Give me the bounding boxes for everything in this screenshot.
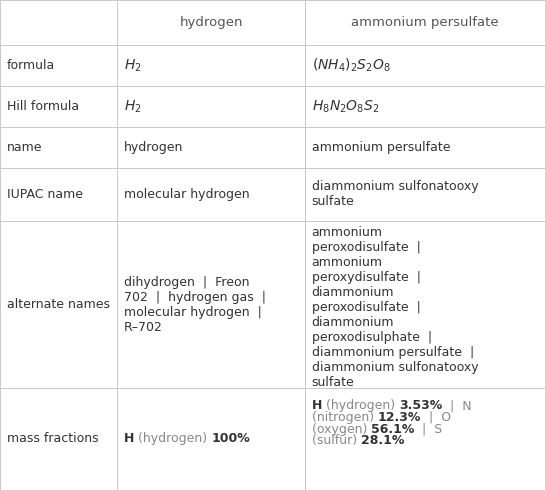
Text: H: H [124, 433, 134, 445]
Text: mass fractions: mass fractions [7, 433, 98, 445]
Text: alternate names: alternate names [7, 298, 110, 311]
Text: ammonium persulfate: ammonium persulfate [312, 141, 450, 154]
Text: (hydrogen): (hydrogen) [322, 399, 399, 412]
Text: (nitrogen): (nitrogen) [312, 411, 378, 424]
Text: 100%: 100% [211, 433, 250, 445]
Text: (sulfur): (sulfur) [312, 434, 361, 447]
Text: |  N: | N [443, 399, 472, 412]
Text: $H_{2}$: $H_{2}$ [124, 57, 141, 74]
Text: formula: formula [7, 59, 55, 72]
Text: 3.53%: 3.53% [399, 399, 443, 412]
Text: |  S: | S [415, 422, 443, 436]
Text: 28.1%: 28.1% [361, 434, 404, 447]
Text: hydrogen: hydrogen [179, 16, 243, 29]
Text: ammonium
peroxodisulfate  |
ammonium
peroxydisulfate  |
diammonium
peroxodisulfa: ammonium peroxodisulfate | ammonium pero… [312, 226, 479, 389]
Text: $H_{2}$: $H_{2}$ [124, 98, 141, 115]
Text: $H_{8}N_{2}O_{8}S_{2}$: $H_{8}N_{2}O_{8}S_{2}$ [312, 98, 379, 115]
Text: H: H [312, 399, 322, 412]
Text: name: name [7, 141, 42, 154]
Text: (oxygen): (oxygen) [312, 422, 371, 436]
Text: 56.1%: 56.1% [371, 422, 415, 436]
Text: |  O: | O [421, 411, 451, 424]
Text: $(NH_{4})_{2}S_{2}O_{8}$: $(NH_{4})_{2}S_{2}O_{8}$ [312, 57, 390, 74]
Text: hydrogen: hydrogen [124, 141, 183, 154]
Text: diammonium sulfonatooxy
sulfate: diammonium sulfonatooxy sulfate [312, 180, 479, 209]
Text: (hydrogen): (hydrogen) [134, 433, 211, 445]
Text: IUPAC name: IUPAC name [7, 188, 82, 201]
Text: 12.3%: 12.3% [378, 411, 421, 424]
Text: ammonium persulfate: ammonium persulfate [352, 16, 499, 29]
Text: dihydrogen  |  Freon
702  |  hydrogen gas  |
molecular hydrogen  |
R–702: dihydrogen | Freon 702 | hydrogen gas | … [124, 276, 266, 334]
Text: Hill formula: Hill formula [7, 100, 78, 113]
Text: molecular hydrogen: molecular hydrogen [124, 188, 250, 201]
